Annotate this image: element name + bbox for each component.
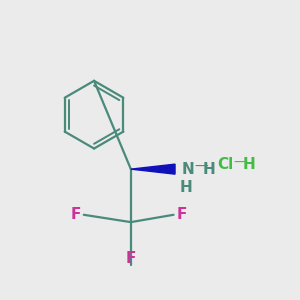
Text: N: N xyxy=(182,162,194,177)
Text: F: F xyxy=(70,207,81,222)
Text: H: H xyxy=(180,180,193,195)
Text: F: F xyxy=(126,251,136,266)
Text: H: H xyxy=(243,157,256,172)
Text: Cl: Cl xyxy=(218,157,234,172)
Polygon shape xyxy=(131,164,175,174)
Text: —: — xyxy=(194,160,208,174)
Text: F: F xyxy=(176,207,187,222)
Text: —: — xyxy=(233,156,247,170)
Text: H: H xyxy=(203,162,216,177)
